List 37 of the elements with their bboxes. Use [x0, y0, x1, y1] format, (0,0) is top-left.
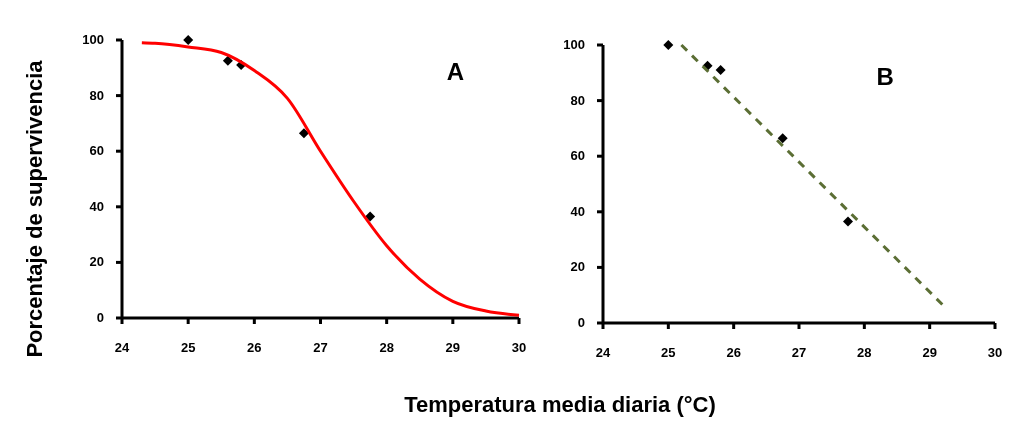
y-tick-label: 80: [570, 92, 585, 108]
point: [298, 128, 309, 139]
x-tick-label: 28: [857, 345, 872, 360]
y-tick-label: 40: [570, 203, 585, 219]
x-tick-label: 30: [987, 345, 1003, 360]
x-tick-label: 25: [661, 345, 676, 360]
annotation: A: [446, 58, 465, 85]
y-tick-label: 20: [570, 259, 585, 275]
point: [663, 40, 674, 50]
point: [777, 133, 788, 144]
y-tick-label: 0: [577, 315, 585, 330]
x-tick-label: 27: [791, 345, 807, 360]
x-tick-label: 26: [726, 345, 741, 360]
point: [715, 65, 726, 76]
x-tick-label: 24: [595, 345, 611, 360]
x-tick-label: 30: [511, 340, 527, 355]
x-tick-label: 29: [922, 345, 937, 360]
point: [843, 216, 853, 227]
x-tick-label: 28: [379, 340, 394, 355]
y-tick-label: 80: [89, 87, 104, 103]
point: [183, 35, 194, 45]
y-tick-label: 60: [570, 148, 585, 164]
y-tick-label: 40: [89, 198, 104, 214]
point: [222, 55, 233, 66]
y-tick-label: 0: [96, 310, 104, 325]
x-tick-label: 27: [313, 340, 328, 355]
x-tick-label: 24: [114, 340, 130, 355]
x-tick-label: 25: [180, 340, 196, 355]
y-tick-label: 60: [89, 143, 104, 159]
x-tick-label: 29: [445, 340, 461, 355]
x-axis-title: Temperatura media diaria (°C): [404, 392, 716, 417]
y-axis-title: Porcentaje de supervivencia: [22, 59, 47, 358]
annotation: B: [876, 63, 894, 90]
y-tick-label: 100: [82, 32, 104, 47]
y-tick-label: 100: [563, 37, 585, 52]
x-tick-label: 26: [247, 340, 262, 355]
y-tick-label: 20: [89, 254, 104, 270]
